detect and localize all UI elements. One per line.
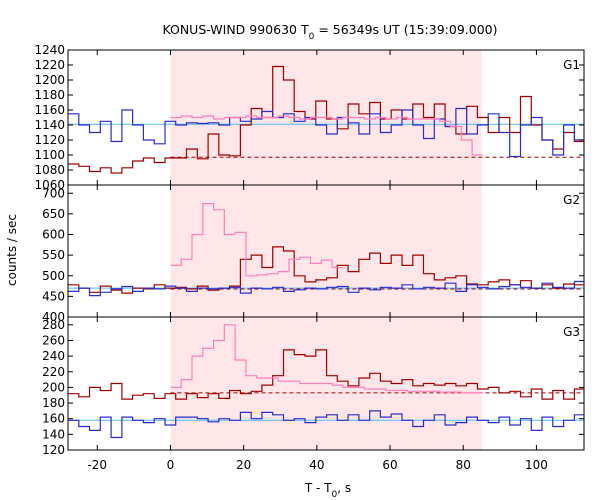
- y-tick-label: 650: [42, 207, 65, 221]
- y-tick-label: 160: [42, 412, 65, 426]
- y-tick-label: 240: [42, 349, 65, 363]
- y-tick-label: 260: [42, 333, 65, 347]
- y-tick-label: 180: [42, 396, 65, 410]
- y-tick-label: 1180: [34, 88, 65, 102]
- y-tick-label: 1160: [34, 103, 65, 117]
- y-tick-label: 450: [42, 289, 65, 303]
- y-tick-label: 1100: [34, 148, 65, 162]
- y-tick-label: 500: [42, 269, 65, 283]
- y-tick-label: 1240: [34, 43, 65, 57]
- panel-label: G1: [563, 58, 580, 72]
- y-axis-label: counts / sec: [5, 214, 19, 286]
- highlight-band: [170, 185, 482, 317]
- chart-title: KONUS-WIND 990630 T0 = 56349s UT (15:39:…: [162, 22, 497, 42]
- y-tick-label: 1060: [34, 178, 65, 192]
- series-pink-g1: [170, 115, 483, 156]
- series-pink-g3: [170, 324, 483, 394]
- y-tick-label: 1120: [34, 133, 65, 147]
- y-tick-label: 1200: [34, 73, 65, 87]
- series-dark-red-g3: [68, 349, 584, 400]
- series-dark-red-g1: [68, 65, 584, 174]
- y-tick-label: 140: [42, 427, 65, 441]
- x-tick-label: 80: [456, 458, 471, 472]
- y-tick-label: 120: [42, 443, 65, 457]
- series-blue-g3: [68, 410, 584, 439]
- plot-area: [68, 203, 584, 297]
- y-tick-label: 700: [42, 186, 65, 200]
- x-axis-label: T - T0, s: [304, 481, 351, 500]
- x-tick-label: 20: [236, 458, 251, 472]
- y-tick-label: 220: [42, 365, 65, 379]
- panels: 1060108011001120114011601180120012201240…: [34, 43, 585, 472]
- panel-frame: [67, 316, 585, 451]
- y-tick-label: 1140: [34, 118, 65, 132]
- y-tick-label: 600: [42, 228, 65, 242]
- series-blue-g2: [68, 280, 584, 297]
- series-blue-g1: [68, 107, 584, 158]
- y-tick-label: 1080: [34, 163, 65, 177]
- x-tick-label: -20: [87, 458, 107, 472]
- series-dark-red-g2: [68, 246, 584, 294]
- y-tick-label: 1220: [34, 58, 65, 72]
- y-tick-label: 200: [42, 380, 65, 394]
- y-tick-label: 550: [42, 248, 65, 262]
- panel-label: G2: [563, 193, 580, 207]
- plot-area: [68, 65, 584, 174]
- x-tick-label: 40: [309, 458, 324, 472]
- x-tick-label: 0: [167, 458, 175, 472]
- series-pink-g2: [170, 203, 343, 277]
- x-tick-label: 100: [525, 458, 548, 472]
- x-tick-label: 60: [382, 458, 397, 472]
- y-tick-label: 280: [42, 318, 65, 332]
- plot-area: [68, 324, 584, 439]
- panel-label: G3: [563, 325, 580, 339]
- panel-g1: 1060108011001120114011601180120012201240…: [34, 43, 585, 192]
- panel-g2: 400 450 500 550 600 650 700 G2: [42, 184, 585, 324]
- y-tick-label: 400: [42, 310, 65, 324]
